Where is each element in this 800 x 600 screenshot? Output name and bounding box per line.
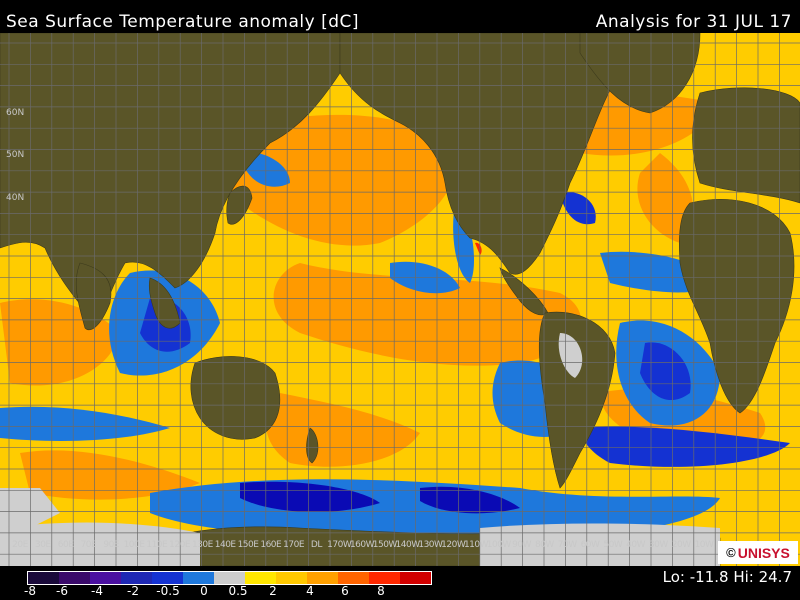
lon-label: 110W bbox=[463, 540, 489, 550]
color-swatch bbox=[121, 572, 152, 584]
analysis-date: Analysis for 31 JUL 17 bbox=[595, 12, 792, 32]
lon-label: 40W bbox=[626, 540, 646, 550]
lon-label: 160W bbox=[349, 540, 375, 550]
copyright-symbol: © bbox=[726, 545, 736, 560]
lon-label: DL bbox=[310, 540, 322, 550]
color-scale-label: -6 bbox=[56, 584, 68, 598]
lon-label: 20W bbox=[671, 540, 691, 550]
color-scale-label: 4 bbox=[306, 584, 314, 598]
lon-label: 10W bbox=[694, 540, 714, 550]
sea-ice-regions bbox=[0, 333, 720, 566]
color-swatch bbox=[307, 572, 338, 584]
greenland-landmass bbox=[579, 33, 701, 114]
lon-label: 150W bbox=[372, 540, 398, 550]
se-asia-landmass bbox=[148, 277, 181, 329]
color-scale-label: 2 bbox=[269, 584, 277, 598]
india-landmass bbox=[75, 262, 112, 331]
color-scale-label: 0.5 bbox=[228, 584, 248, 598]
lon-label: 50W bbox=[603, 540, 623, 550]
lon-label: 130E bbox=[191, 540, 213, 550]
lon-label: 110E bbox=[146, 540, 168, 550]
lon-label: 30W bbox=[648, 540, 668, 550]
color-swatch bbox=[183, 572, 214, 584]
lon-label: 140W bbox=[395, 540, 421, 550]
color-scale-label: -0.5 bbox=[156, 584, 180, 598]
color-scale-bar bbox=[27, 571, 432, 585]
lon-label: 130W bbox=[418, 540, 443, 550]
lon-label: 90W bbox=[512, 540, 532, 550]
south-america-landmass bbox=[538, 311, 616, 489]
lon-label: 120E bbox=[169, 540, 191, 550]
color-scale-label: -2 bbox=[127, 584, 139, 598]
lat-lon-grid bbox=[0, 33, 800, 566]
lon-label: 60E bbox=[57, 540, 74, 550]
lon-label: 100W bbox=[486, 540, 512, 550]
lat-label: 40N bbox=[6, 193, 25, 203]
lon-label: 170W bbox=[327, 540, 352, 550]
australia-landmass bbox=[190, 356, 281, 440]
lon-label: 70E bbox=[80, 540, 97, 550]
color-swatch bbox=[338, 572, 369, 584]
color-scale-label: -8 bbox=[24, 584, 36, 598]
lon-label: 120W bbox=[441, 540, 466, 550]
logo-text: UNISYS bbox=[737, 544, 790, 561]
color-swatch bbox=[276, 572, 307, 584]
color-swatch bbox=[214, 572, 245, 584]
color-swatch bbox=[245, 572, 276, 584]
lon-label: 150E bbox=[237, 540, 259, 550]
longitude-labels: 20E 30E 60E 70E 90E 100E 110E 120E 130E 140E 150E 1… bbox=[0, 540, 720, 556]
color-scale-label: 0 bbox=[200, 584, 208, 598]
color-scale-label: 8 bbox=[377, 584, 385, 598]
lon-label: 140E bbox=[214, 540, 236, 550]
lon-label: 170E bbox=[283, 540, 305, 550]
color-swatch bbox=[400, 572, 431, 584]
lon-label: 30E bbox=[34, 540, 51, 550]
color-swatch bbox=[369, 572, 400, 584]
lon-label: 20E bbox=[12, 540, 28, 550]
color-swatch bbox=[28, 572, 59, 584]
lon-label: 70W bbox=[557, 540, 577, 550]
eurasia-landmass bbox=[0, 33, 341, 324]
color-swatch bbox=[59, 572, 90, 584]
lo-hi-stats: Lo: -11.8 Hi: 24.7 bbox=[662, 568, 792, 586]
lon-label: 100E bbox=[123, 540, 145, 550]
lat-label: 50N bbox=[6, 150, 25, 160]
lon-label: 80W bbox=[534, 540, 554, 550]
lon-label: 160E bbox=[260, 540, 282, 550]
lon-label: 90E bbox=[103, 540, 120, 550]
lon-label: 60W bbox=[580, 540, 600, 550]
unisys-logo: © UNISYS bbox=[718, 541, 798, 564]
color-swatch bbox=[152, 572, 183, 584]
lat-label: 60N bbox=[6, 108, 25, 118]
europe-landmass bbox=[692, 87, 800, 204]
color-scale-label: -4 bbox=[91, 584, 103, 598]
map-title: Sea Surface Temperature anomaly [dC] bbox=[6, 12, 360, 32]
central-america-landmass bbox=[499, 267, 549, 316]
sst-anomaly-map bbox=[0, 33, 800, 566]
color-swatch bbox=[90, 572, 121, 584]
color-scale-label: 6 bbox=[341, 584, 349, 598]
japan-landmass bbox=[226, 185, 253, 225]
new-zealand-landmass bbox=[306, 427, 319, 464]
